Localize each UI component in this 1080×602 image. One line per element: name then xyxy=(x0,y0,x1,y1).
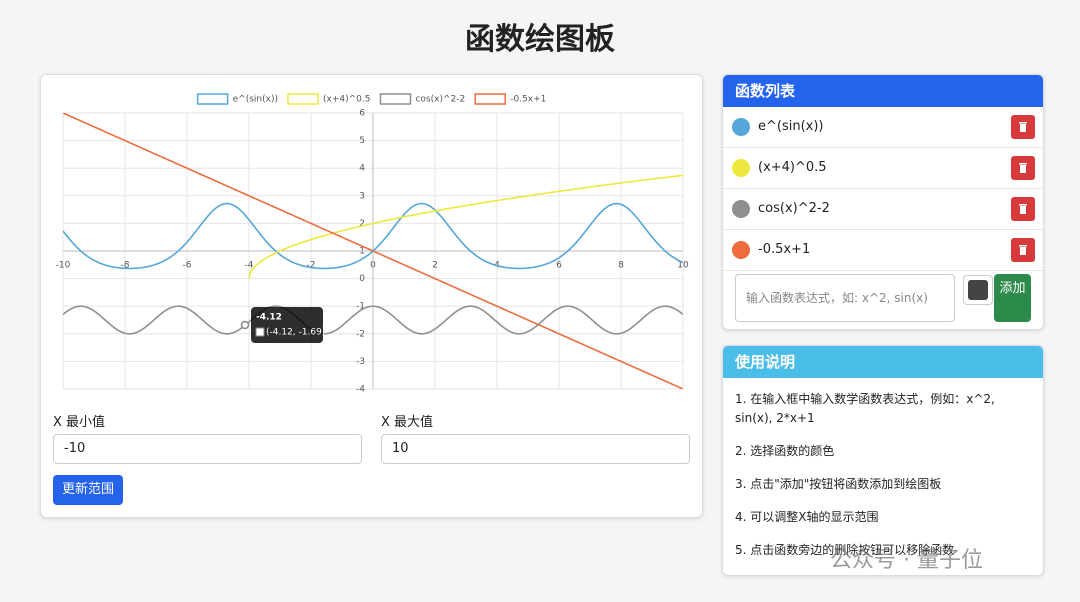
instructions-card: 使用说明 1. 在输入框中输入数学函数表达式，例如：x^2, sin(x), 2… xyxy=(722,345,1044,576)
legend-label: e^(sin(x)) xyxy=(233,95,278,105)
instructions-list: 1. 在输入框中输入数学函数表达式，例如：x^2, sin(x), 2*x+1 2… xyxy=(723,378,1043,560)
color-picker[interactable] xyxy=(963,275,993,305)
trash-icon xyxy=(1019,245,1027,255)
function-name: cos(x)^2-2 xyxy=(758,201,830,216)
trash-icon xyxy=(1019,204,1027,214)
function-curve xyxy=(248,174,683,279)
x-max-input[interactable]: 10 xyxy=(381,434,690,464)
function-list-card: 函数列表 e^(sin(x)) (x+4)^0.5 cos(x)^2-2 -0.5x+… xyxy=(722,74,1044,330)
function-row: e^(sin(x)) xyxy=(723,107,1043,148)
function-name: (x+4)^0.5 xyxy=(758,160,827,175)
y-tick-label: 3 xyxy=(359,191,365,201)
delete-button[interactable] xyxy=(1011,238,1035,262)
tooltip: -4.12 (-4.12, -1.69) xyxy=(251,307,325,343)
page-title: 函数绘图板 xyxy=(465,22,615,57)
legend-item: cos(x)^2-2 xyxy=(379,93,465,105)
x-min-input[interactable]: -10 xyxy=(53,434,362,464)
function-color-dot xyxy=(732,200,750,218)
function-row: -0.5x+1 xyxy=(723,230,1043,271)
legend-item: -0.5x+1 xyxy=(474,93,546,105)
x-tick-label: 8 xyxy=(618,261,624,271)
y-tick-label: 4 xyxy=(359,164,365,174)
delete-button[interactable] xyxy=(1011,197,1035,221)
y-tick-label: -2 xyxy=(356,329,365,339)
instructions-title: 使用说明 xyxy=(723,346,1043,378)
color-swatch xyxy=(968,280,988,300)
tooltip-title: -4.12 xyxy=(256,313,282,323)
delete-button[interactable] xyxy=(1011,156,1035,180)
legend-item: e^(sin(x)) xyxy=(196,93,278,105)
function-color-dot xyxy=(732,118,750,136)
y-tick-label: -4 xyxy=(356,385,365,395)
x-max-label: X 最大值 xyxy=(381,415,434,430)
legend-swatch xyxy=(379,93,412,105)
chart: -4-3-2-10123456-10-8-6-4-20246810e^(sin(… xyxy=(56,93,689,395)
function-row: (x+4)^0.5 xyxy=(723,148,1043,189)
instruction-item: 5. 点击函数旁边的删除按钮可以移除函数 xyxy=(735,543,955,557)
x-tick-label: -10 xyxy=(56,261,71,271)
instruction-item: 2. 选择函数的颜色 xyxy=(735,444,835,458)
instruction-item: 3. 点击"添加"按钮将函数添加到绘图板 xyxy=(735,477,942,491)
x-tick-label: 10 xyxy=(677,261,689,271)
legend-label: (x+4)^0.5 xyxy=(323,95,370,105)
function-curve xyxy=(63,305,683,335)
y-tick-label: 0 xyxy=(359,274,365,284)
hover-point xyxy=(240,320,250,330)
function-color-dot xyxy=(732,241,750,259)
x-tick-label: -8 xyxy=(121,261,130,271)
plot-card: -4-3-2-10123456-10-8-6-4-20246810e^(sin(… xyxy=(40,74,703,518)
legend-label: -0.5x+1 xyxy=(510,95,546,105)
watermark: 公众号 · 量子位 xyxy=(830,548,983,573)
legend-swatch xyxy=(196,93,229,105)
function-input[interactable]: 输入函数表达式，如: x^2, sin(x) xyxy=(735,274,955,322)
trash-icon xyxy=(1019,163,1027,173)
y-tick-label: -3 xyxy=(356,357,365,367)
y-tick-label: 5 xyxy=(359,136,365,146)
legend-label: cos(x)^2-2 xyxy=(415,95,465,105)
function-color-dot xyxy=(732,159,750,177)
legend-item: (x+4)^0.5 xyxy=(287,93,370,105)
function-name: e^(sin(x)) xyxy=(758,119,824,134)
x-min-label: X 最小值 xyxy=(53,415,106,430)
x-tick-label: -6 xyxy=(183,261,192,271)
y-tick-label: 2 xyxy=(359,219,365,229)
add-button[interactable]: 添加 xyxy=(994,274,1031,322)
legend-swatch xyxy=(474,93,506,105)
function-list: e^(sin(x)) (x+4)^0.5 cos(x)^2-2 -0.5x+1 xyxy=(723,107,1043,271)
x-tick-label: -4 xyxy=(245,261,254,271)
function-name: -0.5x+1 xyxy=(758,242,811,257)
y-tick-label: -1 xyxy=(356,302,365,312)
function-curve xyxy=(63,113,683,389)
delete-button[interactable] xyxy=(1011,115,1035,139)
instruction-item: 4. 可以调整X轴的显示范围 xyxy=(735,510,879,524)
update-range-button[interactable]: 更新范围 xyxy=(53,475,123,505)
trash-icon xyxy=(1019,122,1027,132)
tooltip-body: (-4.12, -1.69) xyxy=(266,328,325,338)
tooltip-swatch xyxy=(255,327,265,337)
x-tick-label: 6 xyxy=(556,261,562,271)
function-list-title: 函数列表 xyxy=(723,75,1043,107)
function-row: cos(x)^2-2 xyxy=(723,189,1043,230)
instruction-item: 1. 在输入框中输入数学函数表达式，例如：x^2, sin(x), 2*x+1 xyxy=(735,392,995,425)
x-tick-label: 2 xyxy=(432,261,438,271)
legend-swatch xyxy=(287,93,319,105)
x-tick-label: -2 xyxy=(307,261,316,271)
tooltip-box xyxy=(251,307,323,343)
y-tick-label: 6 xyxy=(359,109,365,119)
